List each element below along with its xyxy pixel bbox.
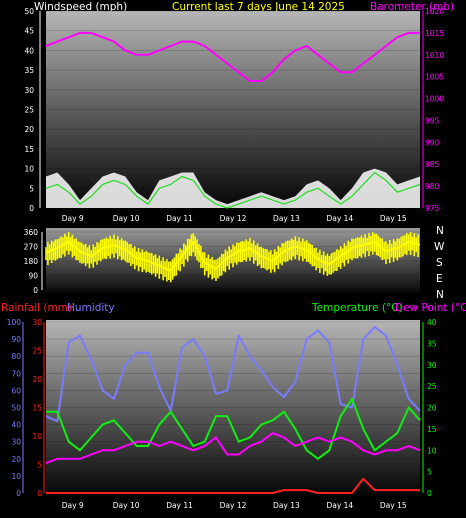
windspeed-tick-label: 5 bbox=[29, 184, 34, 193]
humidity-tick-label: 10 bbox=[11, 472, 21, 481]
temperature-line bbox=[46, 397, 421, 460]
x-tick-label: Day 14 bbox=[326, 214, 353, 223]
barometer-tick-label: 1000 bbox=[425, 95, 444, 104]
barometer-tick-label: 1010 bbox=[425, 51, 444, 60]
x-tick-label: Day 12 bbox=[220, 501, 247, 510]
direction-tick-label: 0 bbox=[33, 286, 38, 295]
windspeed-tick-label: 30 bbox=[24, 86, 34, 95]
chart-title: Current last 7 days June 14 2025 bbox=[172, 1, 345, 13]
temperature-humidity-panel: 0 10 20 30 40 50 60 70 80 90 100 0 5 10 15 20 25 30 0 5 10 15… bbox=[7, 318, 437, 510]
barometer-tick-label: 995 bbox=[425, 116, 440, 125]
x-tick-label: Day 14 bbox=[326, 501, 353, 510]
windspeed-tick-label: 10 bbox=[24, 165, 34, 174]
x-tick-label: Day 13 bbox=[273, 501, 300, 510]
x-tick-label: Day 11 bbox=[166, 214, 193, 223]
humidity-tick-label: 80 bbox=[11, 352, 21, 361]
temperature-tick-label: 40 bbox=[427, 318, 437, 327]
windspeed-tick-label: 35 bbox=[24, 66, 34, 75]
barometer-tick-label: 980 bbox=[425, 182, 440, 191]
rainfall-line bbox=[46, 477, 420, 494]
barometer-tick-label: 985 bbox=[425, 160, 440, 169]
windspeed-tick-label: 15 bbox=[24, 145, 34, 154]
humidity-tick-label: 70 bbox=[11, 369, 21, 378]
temperature-tick-label: 35 bbox=[427, 339, 437, 348]
wind-direction-panel: 0 90 180 270 360 bbox=[24, 228, 421, 295]
temperature-tick-label: 30 bbox=[427, 361, 437, 370]
direction-tick-label: 90 bbox=[28, 272, 38, 281]
x-tick-label: Day 15 bbox=[380, 501, 407, 510]
rainfall-tick-label: 30 bbox=[32, 318, 42, 327]
temperature-tick-label: 5 bbox=[427, 468, 432, 477]
x-tick-label: Day 10 bbox=[113, 214, 140, 223]
direction-tick-label: 270 bbox=[24, 243, 39, 252]
direction-line bbox=[45, 240, 421, 272]
windspeed-tick-label: 20 bbox=[24, 125, 34, 134]
rainfall-tick-label: 15 bbox=[32, 404, 42, 413]
temperature-tick-label: 10 bbox=[427, 446, 437, 455]
humidity-tick-label: 20 bbox=[11, 455, 21, 464]
x-tick-label: Day 11 bbox=[166, 501, 193, 510]
x-tick-label: Day 9 bbox=[62, 214, 84, 223]
humidity-tick-label: 30 bbox=[11, 438, 21, 447]
windspeed-tick-label: 0 bbox=[29, 204, 34, 213]
barometer-axis-title: Barometer (mb) bbox=[370, 1, 454, 13]
barometer-tick-label: 975 bbox=[425, 204, 440, 213]
humidity-tick-label: 40 bbox=[11, 421, 21, 430]
weather-panel-background bbox=[46, 320, 420, 496]
direction-tick-label: 360 bbox=[24, 228, 39, 237]
barometer-tick-label: 1015 bbox=[425, 29, 444, 38]
rainfall-tick-label: 10 bbox=[32, 432, 42, 441]
temperature-tick-label: 20 bbox=[427, 404, 437, 413]
barometer-line bbox=[45, 31, 420, 82]
barometer-tick-label: 1005 bbox=[425, 73, 444, 82]
wind-barometer-panel: 0510152025303540455097598098599099510001… bbox=[24, 7, 444, 223]
temperature-tick-label: 15 bbox=[427, 425, 437, 434]
compass-n-top: N bbox=[436, 225, 444, 237]
temperature-axis-title: Temperature (°C) bbox=[311, 302, 403, 314]
windspeed-tick-label: 25 bbox=[24, 106, 34, 115]
humidity-tick-label: 50 bbox=[11, 404, 21, 413]
direction-tick-label: 180 bbox=[24, 257, 39, 266]
rainfall-tick-label: 20 bbox=[32, 375, 42, 384]
compass-s: S bbox=[436, 257, 443, 269]
rainfall-tick-label: 0 bbox=[37, 489, 42, 498]
humidity-line bbox=[45, 326, 421, 423]
x-tick-label: Day 10 bbox=[113, 501, 140, 510]
barometer-tick-label: 1020 bbox=[425, 7, 444, 16]
windspeed-tick-label: 40 bbox=[24, 46, 34, 55]
x-tick-label: Day 9 bbox=[62, 501, 84, 510]
compass-e: E bbox=[436, 273, 443, 285]
humidity-tick-label: 100 bbox=[7, 318, 22, 327]
dewpoint-line bbox=[45, 432, 421, 465]
windspeed-tick-label: 50 bbox=[24, 7, 34, 16]
humidity-tick-label: 0 bbox=[16, 489, 21, 498]
x-tick-label: Day 13 bbox=[273, 214, 300, 223]
dewpoint-axis-title: Dew Point (°C) bbox=[395, 302, 466, 314]
humidity-tick-label: 60 bbox=[11, 386, 21, 395]
windspeed-line bbox=[45, 171, 421, 209]
x-tick-label: Day 12 bbox=[220, 214, 247, 223]
compass-n-bottom: N bbox=[436, 289, 444, 301]
humidity-tick-label: 90 bbox=[11, 335, 21, 344]
temperature-tick-label: 0 bbox=[427, 489, 432, 498]
rainfall-tick-label: 25 bbox=[32, 347, 42, 356]
humidity-axis-title: Humidity bbox=[67, 302, 115, 314]
compass-w: W bbox=[434, 241, 445, 253]
barometer-tick-label: 990 bbox=[425, 138, 440, 147]
windspeed-axis-title: Windspeed (mph) bbox=[34, 1, 127, 13]
temperature-tick-label: 25 bbox=[427, 382, 437, 391]
rainfall-axis-title: Rainfall (mm) bbox=[1, 302, 72, 314]
x-tick-label: Day 15 bbox=[380, 214, 407, 223]
rainfall-tick-label: 5 bbox=[37, 461, 42, 470]
windspeed-tick-label: 45 bbox=[24, 27, 34, 36]
